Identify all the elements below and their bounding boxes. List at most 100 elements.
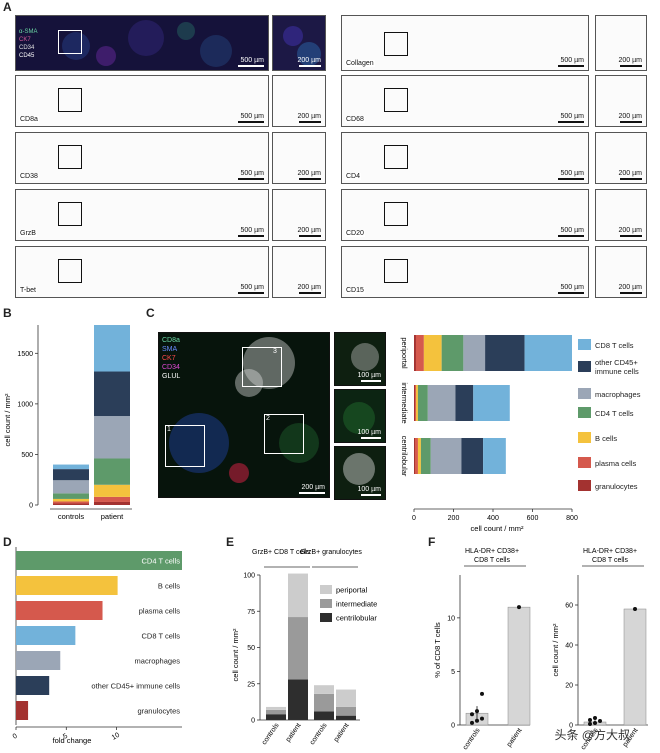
bar-segment <box>53 503 89 505</box>
scale-label: 200 µm <box>618 113 643 120</box>
x-tick-label: patient <box>333 722 351 743</box>
scale-bar <box>361 494 381 496</box>
data-point <box>517 605 521 610</box>
y-axis-label: cell count / mm² <box>231 628 240 681</box>
x-tick-label: 10 <box>111 732 121 742</box>
data-point <box>633 607 637 611</box>
bars <box>414 335 572 474</box>
roi-box <box>384 145 408 169</box>
legend-swatch <box>320 585 332 594</box>
bar-segment <box>524 335 572 371</box>
legend-swatch <box>320 613 332 622</box>
data-point <box>588 718 592 722</box>
bars <box>53 325 130 505</box>
data-point <box>470 712 474 717</box>
bar-segment <box>415 335 424 371</box>
scale-label: 200 µm <box>618 170 643 177</box>
data-point <box>480 716 484 721</box>
bar-segment <box>455 385 474 421</box>
scale-label: 200 µm <box>297 227 322 234</box>
cd8a-overview-image: CD8a 500 µm <box>15 75 269 127</box>
zoom-texture <box>273 16 325 70</box>
panel-b-stacked-bar-chart: cell count / mm² 0 500 1000 1500 controls pa… <box>3 325 132 521</box>
data-point <box>593 716 597 720</box>
bar-segment <box>266 709 286 715</box>
scale-label: 500 µm <box>560 170 585 177</box>
legend-label: intermediate <box>336 600 377 609</box>
bar-segment <box>430 438 462 474</box>
legend-swatch-other-cd45 <box>578 361 591 372</box>
roi-box <box>384 259 408 283</box>
scale-bar <box>238 178 264 180</box>
bar-segment <box>414 385 416 421</box>
scale-label: 100 µm <box>357 372 382 379</box>
roi-box <box>58 145 82 169</box>
roi-box <box>384 88 408 112</box>
scale-label: 200 µm <box>297 284 322 291</box>
scale-bar <box>620 121 642 123</box>
y-tick-label: 40 <box>565 643 573 650</box>
marker-label-cd68: CD68 <box>345 116 365 123</box>
scale-bar <box>299 292 321 294</box>
scale-bar <box>238 121 264 123</box>
scale-label: 500 µm <box>560 113 585 120</box>
bar-segment <box>53 498 89 502</box>
panel-letter-a: A <box>3 0 12 14</box>
bar-segment <box>266 714 286 720</box>
x-axis-ticks: 0 200 400 600 800 <box>412 508 578 522</box>
row-label: centrilobular <box>400 436 409 477</box>
bar-segment <box>415 385 418 421</box>
y-tick-label: 1500 <box>17 351 33 358</box>
bar-segment <box>53 469 89 481</box>
bar-segment <box>461 438 484 474</box>
panel-letter-f: F <box>428 535 436 549</box>
bar <box>623 608 647 726</box>
legend-swatch-cd8 <box>578 339 591 350</box>
overview-composite-image: α-SMA CK7 CD34 CD45 500 µm <box>15 15 269 71</box>
bar-segment <box>414 438 415 474</box>
bar-segment <box>94 325 130 372</box>
bar-label: B cells <box>158 582 180 591</box>
subchart-percentage: HLA-DR+ CD38+ CD8 T cells % of CD8 T cells… <box>433 548 531 751</box>
scale-bar <box>620 235 642 237</box>
scale-label: 100 µm <box>357 486 382 493</box>
bar-segment <box>441 335 464 371</box>
legend-swatch-macrophages <box>578 388 591 399</box>
x-tick-label: 0 <box>12 733 19 741</box>
grzb-overview-image: GrzB 500 µm <box>15 189 269 241</box>
marker-label-cd15: CD15 <box>345 287 365 294</box>
scale-label: 500 µm <box>560 227 585 234</box>
panel-c-composite-image: CD8a SMA CK7 CD34 GLUL 1 2 3 200 µm <box>158 332 330 498</box>
bar-segment <box>423 335 442 371</box>
cd20-zoom-image: 200 µm <box>595 189 647 241</box>
bar-segment <box>288 617 308 680</box>
legend-cd34: CD34 <box>162 364 180 371</box>
bar-segment <box>53 480 89 494</box>
legend-cd34: CD34 <box>19 45 35 51</box>
scale-label: 500 µm <box>560 57 585 64</box>
data-point <box>470 720 474 725</box>
bar-segment <box>336 689 356 707</box>
y-tick-label: 50 <box>247 645 255 652</box>
bar-label: other CD45+ immune cells <box>91 682 180 691</box>
marker-label-cd38: CD38 <box>19 173 39 180</box>
cd20-overview-image: CD20 500 µm <box>341 189 589 241</box>
marker-label-cd4: CD4 <box>345 173 362 180</box>
tbet-zoom-image: 200 µm <box>272 246 326 298</box>
bar-segment <box>414 335 416 371</box>
bar-segment <box>314 711 334 720</box>
inset-periportal-image: 100 µm <box>334 332 386 386</box>
composite-texture <box>159 333 329 497</box>
scale-label: 500 µm <box>240 113 265 120</box>
legend-label-cd4: CD4 T cells <box>595 409 634 418</box>
x-axis-ticks: 0 5 10 <box>12 726 182 742</box>
scale-bar <box>558 235 584 237</box>
data-point <box>475 718 479 723</box>
watermark: 头条 @方大叔 <box>554 728 630 742</box>
bar-segment <box>288 679 308 720</box>
bar-label: macrophages <box>135 657 181 666</box>
panel-d-fold-change-chart: CD4 T cells B cells plasma cells CD8 T cell… <box>12 547 182 745</box>
y-tick-label: 0 <box>251 718 255 725</box>
marker-label-cd20: CD20 <box>345 230 365 237</box>
scale-label: 500 µm <box>560 284 585 291</box>
